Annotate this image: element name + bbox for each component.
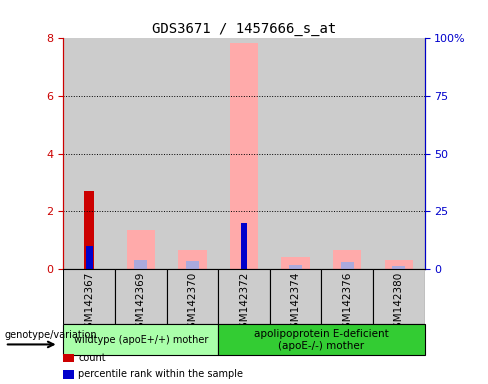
Bar	[333, 250, 362, 269]
Text: GSM142376: GSM142376	[342, 271, 352, 335]
Text: genotype/variation: genotype/variation	[5, 330, 98, 340]
Bar	[230, 43, 258, 269]
Text: GSM142367: GSM142367	[84, 271, 94, 335]
Text: wildtype (apoE+/+) mother: wildtype (apoE+/+) mother	[74, 335, 208, 345]
Bar	[218, 324, 425, 355]
Bar	[63, 38, 115, 269]
Bar	[115, 38, 166, 269]
Bar	[115, 269, 166, 324]
Bar	[282, 257, 310, 269]
Bar	[63, 269, 115, 324]
Bar	[373, 269, 425, 324]
Bar	[178, 250, 206, 269]
Bar	[166, 38, 218, 269]
Text: GSM142374: GSM142374	[290, 271, 301, 335]
Bar	[322, 269, 373, 324]
Bar	[63, 324, 218, 355]
Bar	[392, 266, 405, 269]
Bar	[270, 269, 322, 324]
Bar	[84, 191, 94, 269]
Text: apolipoprotein E-deficient
(apoE-/-) mother: apolipoprotein E-deficient (apoE-/-) mot…	[254, 329, 389, 351]
Text: GSM142380: GSM142380	[394, 271, 404, 335]
Bar	[385, 260, 413, 269]
Bar	[186, 261, 199, 269]
Bar	[270, 38, 322, 269]
Bar	[341, 263, 354, 269]
Text: count: count	[78, 353, 106, 363]
Bar	[127, 230, 155, 269]
Title: GDS3671 / 1457666_s_at: GDS3671 / 1457666_s_at	[152, 22, 336, 36]
Text: percentile rank within the sample: percentile rank within the sample	[78, 369, 243, 379]
Bar	[218, 38, 270, 269]
Bar	[373, 38, 425, 269]
Text: GSM142372: GSM142372	[239, 271, 249, 335]
Bar	[289, 265, 302, 269]
Bar	[134, 260, 147, 269]
Bar	[166, 269, 218, 324]
Bar	[86, 246, 93, 269]
Bar	[218, 269, 270, 324]
Bar	[322, 38, 373, 269]
Text: GSM142370: GSM142370	[187, 271, 198, 335]
Text: GSM142369: GSM142369	[136, 271, 146, 335]
Bar	[241, 223, 247, 269]
